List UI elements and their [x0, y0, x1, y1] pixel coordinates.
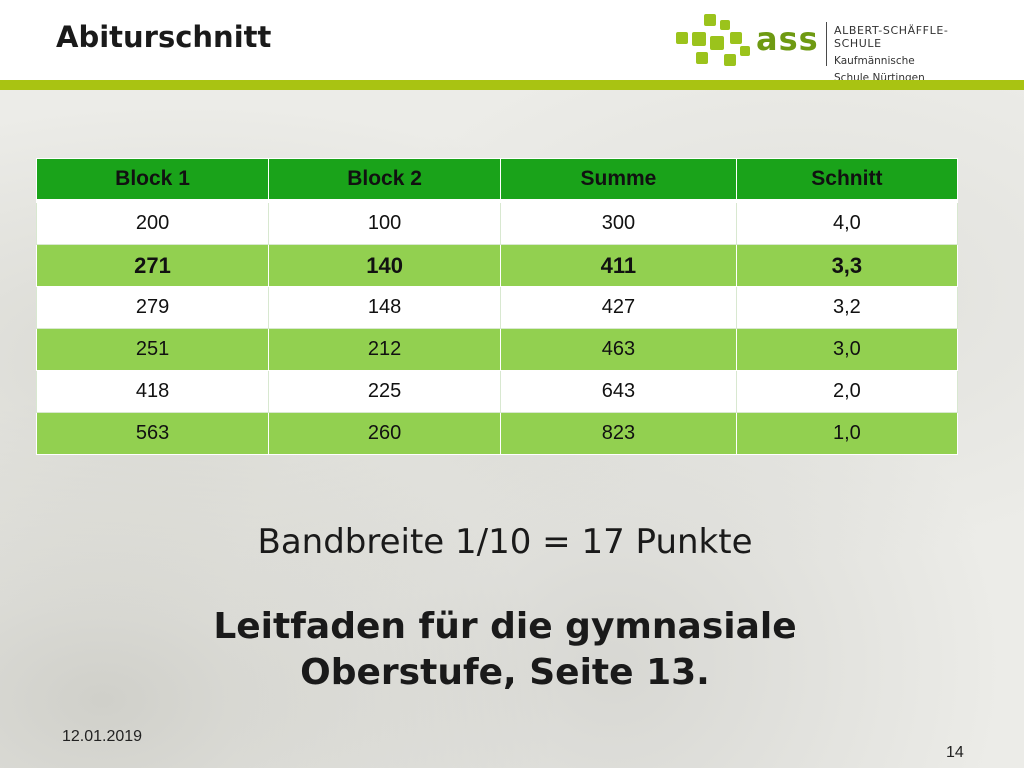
header-accent-rule	[0, 80, 1024, 90]
table-row: 418 225 643 2,0	[35, 370, 959, 413]
logo-squares-icon	[676, 14, 756, 68]
table-cell: 251	[35, 328, 270, 371]
table-cell: 148	[268, 286, 502, 329]
table-row-highlighted: 271 140 411 3,3	[35, 244, 959, 287]
table-cell: 427	[500, 286, 737, 329]
table-cell: 300	[500, 200, 737, 245]
table-cell: 200	[35, 200, 270, 245]
bandwidth-text: Bandbreite 1/10 = 17 Punkte	[257, 522, 753, 562]
table-cell: 823	[500, 412, 737, 455]
table-cell: 411	[500, 244, 737, 287]
guide-line1: Leitfaden für die gymnasiale	[213, 606, 797, 647]
guide-reference: Leitfaden für die gymnasiale Oberstufe, …	[0, 604, 1010, 696]
table-cell: 260	[268, 412, 502, 455]
table-row: 279 148 427 3,2	[35, 286, 959, 329]
slide-header: Abiturschnitt ass ALBERT-SCHÄFFLE-SCHULE…	[0, 0, 1024, 84]
school-name-line2: Kaufmännische	[834, 55, 915, 67]
school-name: ALBERT-SCHÄFFLE-SCHULE Kaufmännische Sch…	[834, 24, 996, 84]
table-cell: 3,3	[735, 244, 959, 287]
table-cell: 418	[35, 370, 270, 413]
logo-divider	[826, 22, 827, 66]
table-header-row: Block 1 Block 2 Summe Schnitt	[35, 158, 959, 203]
table-cell: 225	[268, 370, 502, 413]
table-cell: 3,0	[735, 328, 959, 371]
slide-title: Abiturschnitt	[56, 20, 272, 54]
table-cell: 212	[268, 328, 502, 371]
table-cell: 1,0	[735, 412, 959, 455]
school-logo: ass ALBERT-SCHÄFFLE-SCHULE Kaufmännische…	[676, 14, 996, 84]
table-row: 563 260 823 1,0	[35, 412, 959, 455]
table-cell: 643	[500, 370, 737, 413]
column-header-sum: Summe	[500, 158, 737, 203]
table-cell: 140	[268, 244, 502, 287]
footer-date: 12.01.2019	[62, 728, 143, 745]
table-cell: 271	[35, 244, 270, 287]
table-cell: 463	[500, 328, 737, 371]
table-cell: 4,0	[735, 200, 959, 245]
page-number: 14	[946, 744, 964, 761]
table-row: 251 212 463 3,0	[35, 328, 959, 371]
table-cell: 279	[35, 286, 270, 329]
table-cell: 2,0	[735, 370, 959, 413]
logo-wordmark: ass	[756, 20, 819, 58]
column-header-block2: Block 2	[268, 158, 502, 203]
column-header-average: Schnitt	[735, 158, 959, 203]
column-header-block1: Block 1	[35, 158, 270, 203]
guide-line2: Oberstufe, Seite 13.	[300, 652, 710, 693]
table-cell: 3,2	[735, 286, 959, 329]
grade-table: Block 1 Block 2 Summe Schnitt 200 100 30…	[35, 158, 959, 455]
school-name-line1: ALBERT-SCHÄFFLE-SCHULE	[834, 24, 949, 50]
table-cell: 563	[35, 412, 270, 455]
table-row: 200 100 300 4,0	[35, 200, 959, 245]
table-cell: 100	[268, 200, 502, 245]
